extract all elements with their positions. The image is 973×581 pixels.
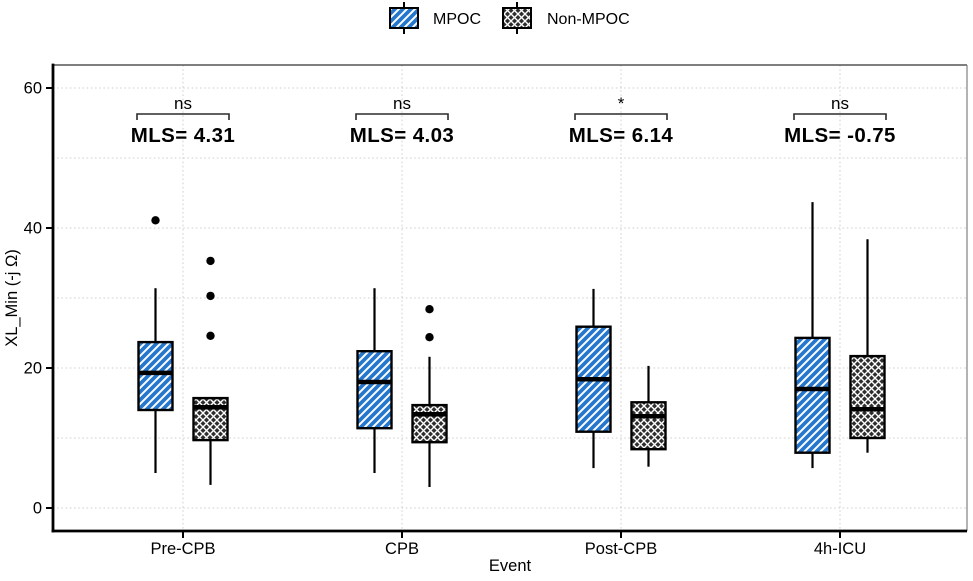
box: [411, 403, 448, 444]
box: [356, 350, 393, 430]
x-tick-label: CPB: [385, 540, 419, 558]
annotation-cpb: ns MLS= 4.03: [350, 94, 454, 147]
legend-key-mpoc-swatch-icon: [389, 7, 419, 29]
outlier-dot: [206, 331, 215, 340]
box-layer: [137, 202, 886, 487]
box-group-non-mpoc-pre-cpb: [192, 256, 229, 485]
annotation-layer: ns MLS= 4.31 ns MLS= 4.03 * MLS= 6.14 ns MLS= -…: [131, 94, 896, 147]
mls-label: MLS= 4.31: [131, 124, 235, 147]
annotation-post-cpb: * MLS= 6.14: [569, 94, 674, 147]
x-axis-title: Event: [489, 557, 532, 575]
box-group-mpoc-cpb: [356, 288, 393, 473]
significance-label: ns: [393, 94, 411, 113]
x-tick-label: Pre-CPB: [150, 540, 215, 558]
x-tick-label: Post-CPB: [585, 540, 657, 558]
outlier-dot: [206, 256, 215, 266]
x-tick-label: 4h-ICU: [814, 540, 866, 558]
outlier-dot: [151, 216, 160, 225]
y-tick-label: 40: [24, 220, 42, 238]
legend-key-non-mpoc-swatch-icon: [502, 7, 532, 29]
y-tick-label: 0: [33, 500, 42, 518]
box-group-mpoc-4h-icu: [794, 202, 831, 469]
box: [630, 401, 667, 451]
annotation-4h-icu: ns MLS= -0.75: [784, 94, 896, 147]
significance-label: *: [618, 94, 625, 113]
box-group-mpoc-pre-cpb: [137, 216, 174, 473]
significance-bracket: [136, 113, 230, 120]
legend-item-non-mpoc: Non-MPOC: [502, 2, 630, 34]
mls-label: MLS= 6.14: [569, 124, 674, 147]
outlier-dot: [206, 291, 215, 301]
significance-bracket: [793, 113, 887, 120]
outlier-dot: [425, 333, 434, 342]
box-group-mpoc-post-cpb: [575, 288, 612, 469]
outlier-dot: [425, 305, 434, 314]
significance-bracket: [574, 113, 668, 120]
box: [849, 354, 886, 440]
legend-label-non-mpoc: Non-MPOC: [547, 11, 630, 28]
axis-ticks-and-labels: 0 20 40 60 Pre-CPB CPB Post-CPB 4h-ICU: [24, 80, 866, 559]
mls-label: MLS= -0.75: [784, 124, 896, 147]
y-tick-label: 60: [24, 80, 42, 98]
y-tick-label: 20: [24, 360, 42, 378]
annotation-pre-cpb: ns MLS= 4.31: [131, 94, 235, 147]
legend: MPOC Non-MPOC: [389, 2, 630, 34]
significance-label: ns: [831, 94, 849, 113]
box-group-non-mpoc-cpb: [411, 305, 448, 487]
box: [794, 336, 831, 454]
legend-label-mpoc: MPOC: [433, 11, 481, 28]
box-group-non-mpoc-post-cpb: [630, 365, 667, 467]
significance-bracket: [355, 113, 449, 120]
box-group-non-mpoc-4h-icu: [849, 239, 886, 453]
significance-label: ns: [174, 94, 192, 113]
y-axis-title: XL_Min (-j Ω): [3, 249, 21, 347]
legend-item-mpoc: MPOC: [389, 2, 481, 34]
mls-label: MLS= 4.03: [350, 124, 454, 147]
box: [192, 396, 229, 442]
box: [137, 340, 174, 412]
